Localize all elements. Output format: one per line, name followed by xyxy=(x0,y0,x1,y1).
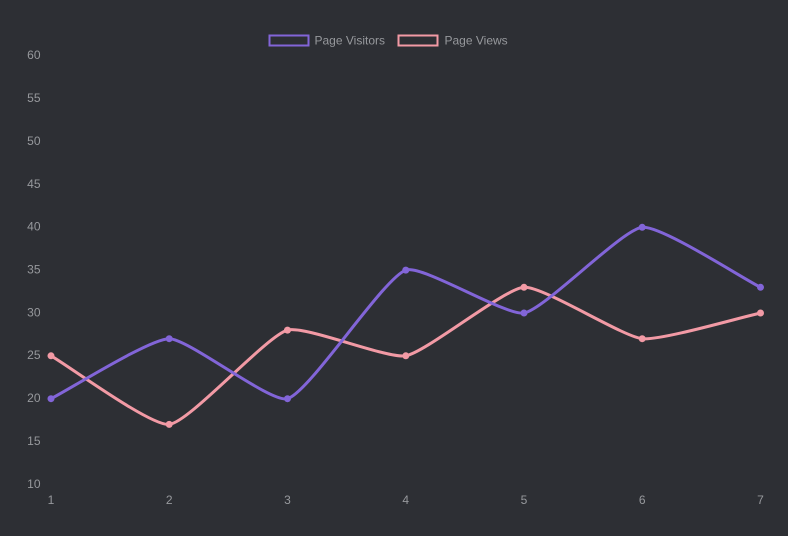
svg-text:10: 10 xyxy=(27,477,41,491)
svg-text:1: 1 xyxy=(48,493,55,507)
svg-text:6: 6 xyxy=(639,493,646,507)
svg-text:Page Views: Page Views xyxy=(445,34,508,48)
svg-text:45: 45 xyxy=(27,177,41,191)
svg-text:20: 20 xyxy=(27,391,41,405)
svg-text:2: 2 xyxy=(166,493,173,507)
svg-text:55: 55 xyxy=(27,91,41,105)
svg-text:7: 7 xyxy=(757,493,764,507)
svg-text:30: 30 xyxy=(27,305,41,319)
svg-text:5: 5 xyxy=(521,493,528,507)
svg-text:Page Visitors: Page Visitors xyxy=(315,34,385,48)
svg-text:60: 60 xyxy=(27,48,41,62)
svg-text:50: 50 xyxy=(27,134,41,148)
svg-text:35: 35 xyxy=(27,263,41,277)
svg-text:15: 15 xyxy=(27,434,41,448)
svg-text:25: 25 xyxy=(27,348,41,362)
svg-text:40: 40 xyxy=(27,220,41,234)
svg-text:4: 4 xyxy=(402,493,409,507)
svg-text:3: 3 xyxy=(284,493,291,507)
